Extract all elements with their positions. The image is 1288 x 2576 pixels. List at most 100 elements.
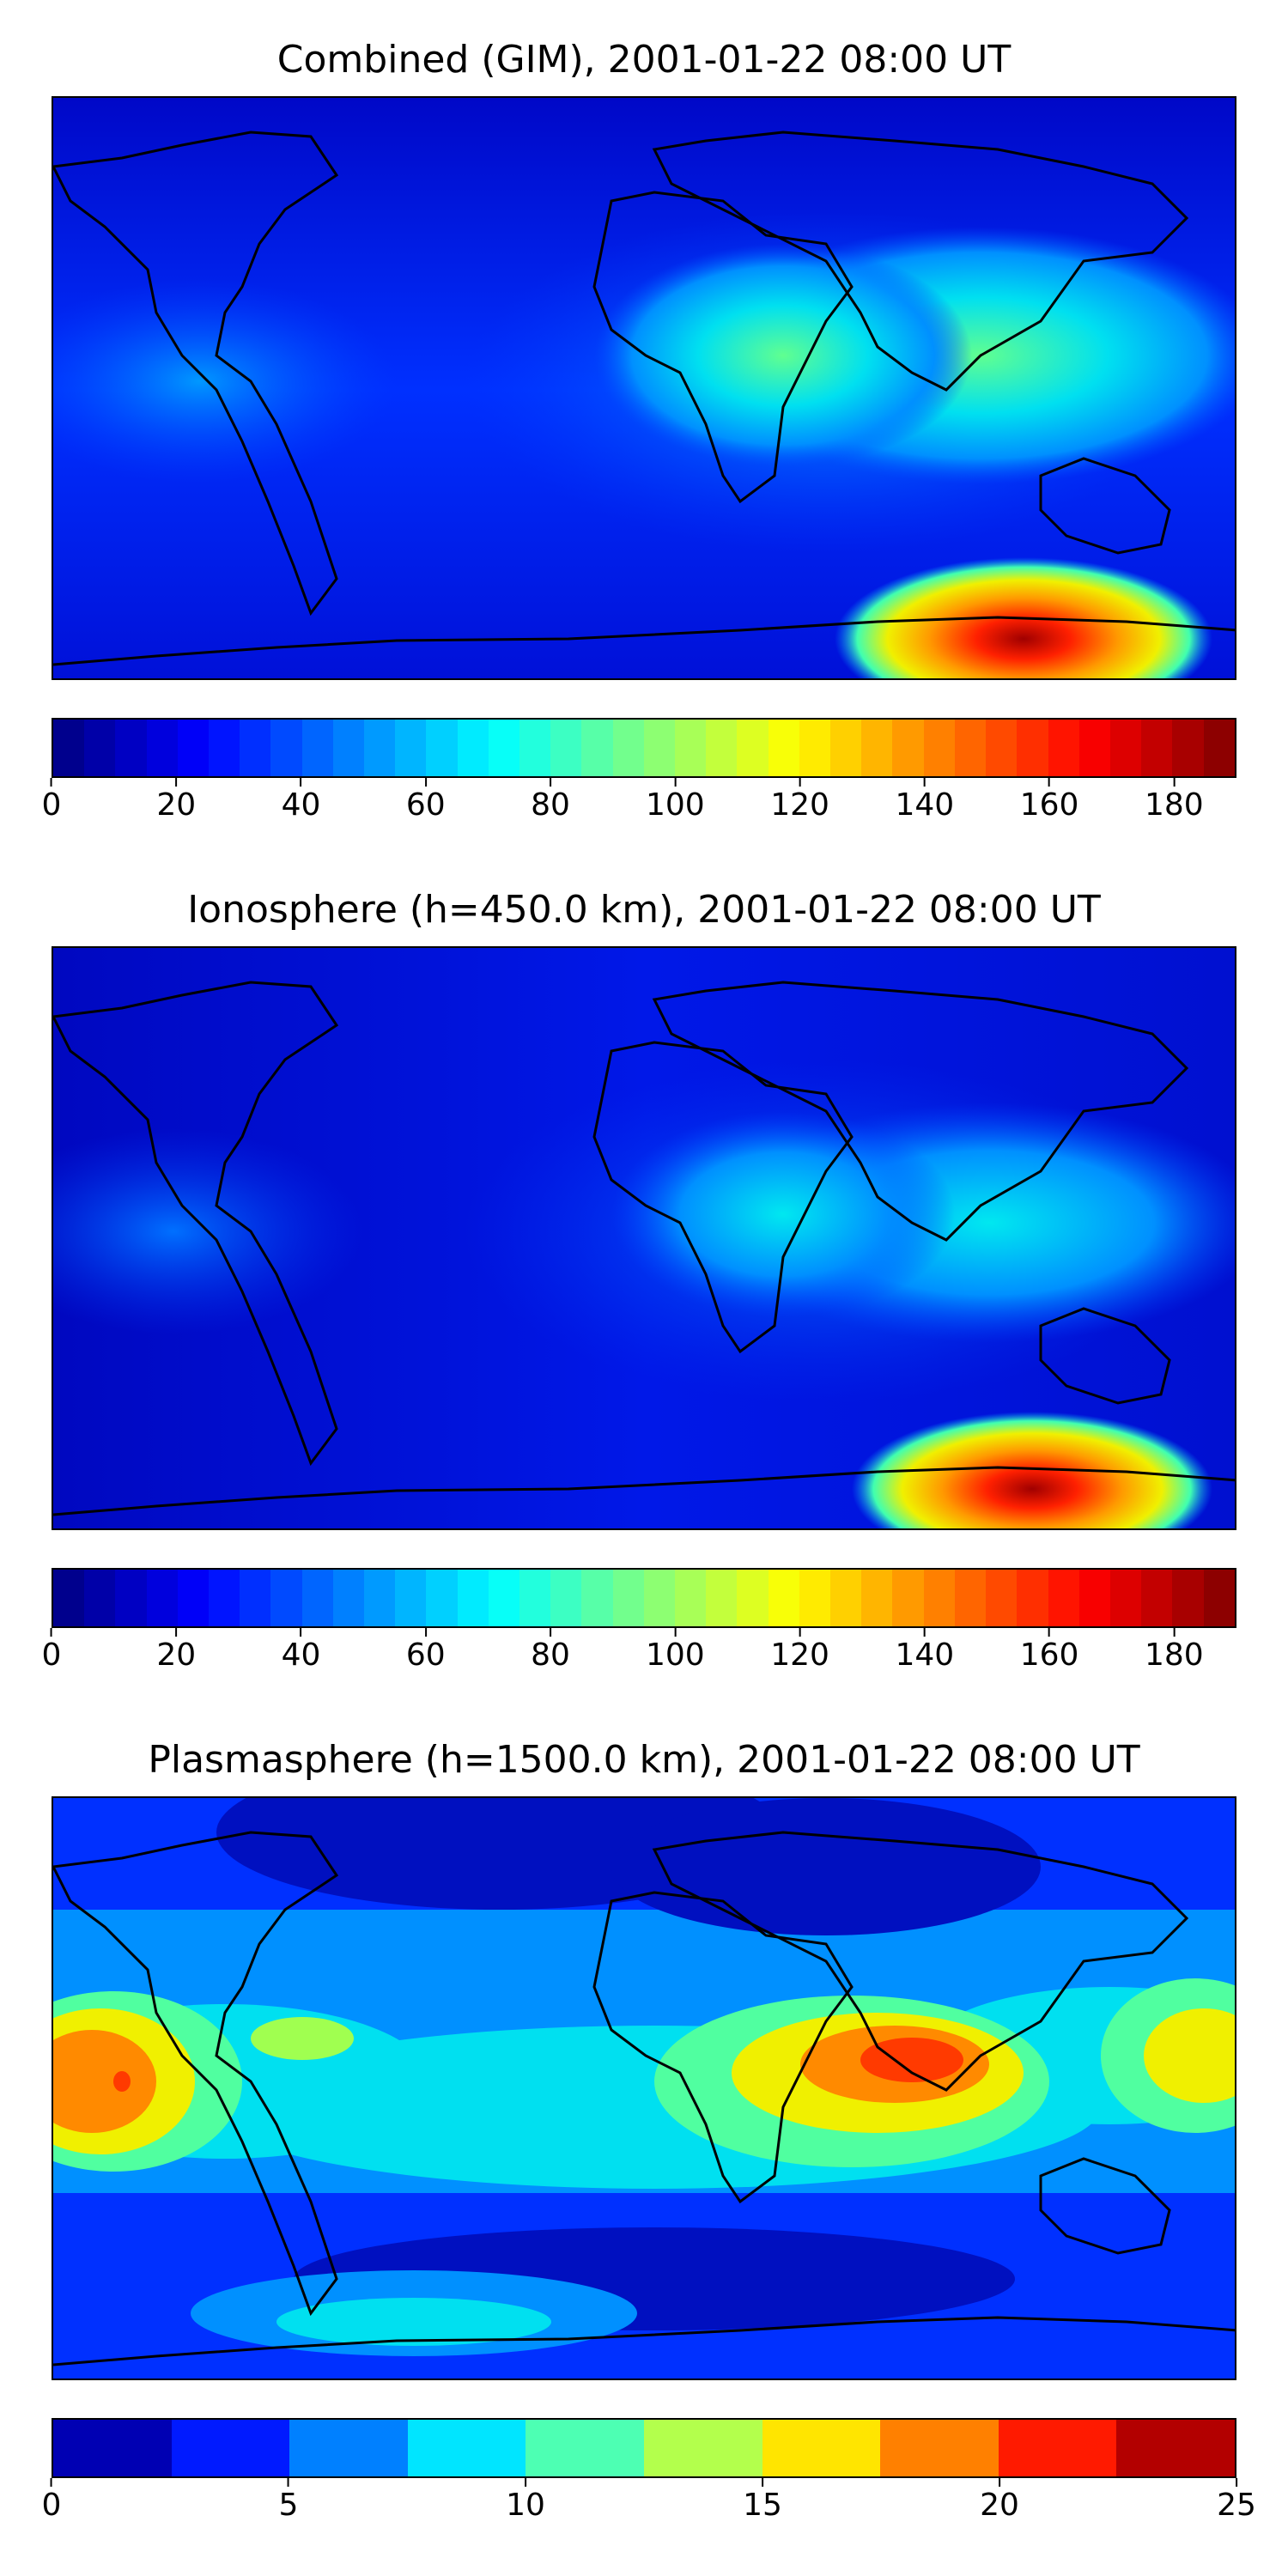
colorbar-segment (986, 720, 1018, 776)
colorbar-tick: 120 (770, 778, 829, 824)
colorbar-segment (395, 720, 427, 776)
colorbar-segment (1048, 1570, 1079, 1626)
colorbar-segment (1172, 1570, 1204, 1626)
colorbar-tick: 20 (156, 1628, 196, 1674)
colorbar-segment (830, 720, 862, 776)
colorbar-tick: 100 (646, 778, 705, 824)
colorbar-segment (954, 720, 987, 776)
colorbar-segment (643, 2420, 762, 2476)
colorbar-segment (519, 720, 551, 776)
colorbar-segment (768, 720, 799, 776)
colorbar-tick: 180 (1145, 778, 1204, 824)
panel-title-combined: Combined (GIM), 2001-01-22 08:00 UT (276, 38, 1012, 82)
colorbar-tick-label: 100 (645, 787, 705, 823)
colorbar-segment (643, 1570, 676, 1626)
colorbar-tick: 20 (980, 2478, 1019, 2524)
colorbar-segment (737, 720, 769, 776)
colorbar-tick: 140 (895, 1628, 954, 1674)
colorbar-tick-label: 60 (405, 787, 446, 823)
colorbar-tick-label: 10 (506, 2488, 545, 2523)
colorbar-tick-label: 20 (980, 2488, 1019, 2523)
colorbar-segment (986, 1570, 1018, 1626)
colorbar-tick: 140 (895, 778, 954, 824)
colorbar-segment (53, 1570, 85, 1626)
colorbar-segment (209, 720, 240, 776)
colorbar-segment (706, 1570, 738, 1626)
colorbar-segment (270, 720, 302, 776)
colorbar-segment (115, 1570, 147, 1626)
colorbar-tick-label: 160 (1019, 1637, 1079, 1673)
map-combined (52, 96, 1236, 680)
colorbar-tick-label: 0 (41, 2488, 62, 2523)
colorbar-segment (737, 1570, 769, 1626)
colorbar-tick-label: 15 (743, 2488, 782, 2523)
colorbar-segment (426, 1570, 458, 1626)
colorbar-segment (301, 720, 333, 776)
colorbar-segment (1109, 1570, 1142, 1626)
colorbar-segment (1141, 720, 1173, 776)
colorbar-tick: 160 (1019, 1628, 1079, 1674)
colorbar-segment (768, 1570, 799, 1626)
colorbar-ticks-plasmasphere: 0 5 10 15 20 25 (42, 2478, 1256, 2530)
colorbar-segment (53, 2420, 172, 2476)
colorbar-segment (84, 1570, 116, 1626)
colorbar-tick: 10 (506, 2478, 545, 2524)
colorbar-segment (171, 2420, 290, 2476)
colorbar-segment (954, 1570, 987, 1626)
colorbar-tick: 0 (41, 778, 62, 824)
colorbar-segment (799, 1570, 831, 1626)
colorbar-segment (301, 1570, 333, 1626)
colorbar-segment (1203, 1570, 1235, 1626)
colorbar-segment (861, 1570, 893, 1626)
colorbar-ticks-combined: 0 20 40 60 80 100 120 140 160 180 (42, 778, 1236, 829)
colorbar-segment (177, 720, 210, 776)
colorbar-tick-label: 160 (1019, 787, 1079, 823)
colorbar-segment (581, 720, 613, 776)
colorbar-segment (923, 1570, 955, 1626)
colorbar-segment (892, 720, 924, 776)
colorbar-segment (880, 2420, 999, 2476)
colorbar-segment (550, 1570, 582, 1626)
colorbar-tick-label: 0 (41, 1637, 62, 1673)
colorbar-segment (209, 1570, 240, 1626)
colorbar-tick-label: 100 (645, 1637, 705, 1673)
colorbar-tick: 40 (282, 778, 320, 824)
colorbar-tick: 25 (1217, 2478, 1256, 2524)
colorbar-tick: 0 (41, 2478, 62, 2524)
colorbar-segment (457, 720, 489, 776)
colorbar-tick: 80 (531, 1628, 570, 1674)
panel-title-plasmasphere: Plasmasphere (h=1500.0 km), 2001-01-22 0… (148, 1738, 1140, 1782)
colorbar-plasmasphere (52, 2418, 1236, 2478)
colorbar-tick: 60 (406, 778, 446, 824)
colorbar-segment (581, 1570, 613, 1626)
colorbar-segment (488, 720, 520, 776)
colorbar-segment (1172, 720, 1204, 776)
colorbar-tick: 15 (743, 2478, 782, 2524)
colorbar-tick-label: 140 (895, 787, 955, 823)
colorbar-segment (675, 1570, 707, 1626)
colorbar-tick-label: 40 (281, 1637, 321, 1673)
colorbar-tick-label: 80 (531, 1637, 570, 1673)
colorbar-tick-label: 0 (41, 787, 62, 823)
colorbar-segment (332, 720, 365, 776)
colorbar-segment (675, 720, 707, 776)
colorbar-segment (395, 1570, 427, 1626)
colorbar-tick: 80 (531, 778, 570, 824)
colorbar-segment (526, 2420, 644, 2476)
colorbar-segment (1017, 720, 1048, 776)
colorbar-tick-label: 60 (405, 1637, 446, 1673)
colorbar-tick-label: 180 (1145, 1637, 1204, 1673)
colorbar-tick-label: 120 (770, 787, 829, 823)
colorbar-tick-label: 25 (1217, 2488, 1256, 2523)
colorbar-segment (407, 2420, 526, 2476)
colorbar-segment (830, 1570, 862, 1626)
map-plasmasphere (52, 1796, 1236, 2380)
colorbar-segment (1048, 720, 1079, 776)
colorbar-tick: 5 (279, 2478, 298, 2524)
colorbar-segment (240, 1570, 271, 1626)
colorbar-segment (762, 2420, 881, 2476)
colorbar-ticks-ionosphere: 0 20 40 60 80 100 120 140 160 180 (42, 1628, 1236, 1680)
colorbar-segment (84, 720, 116, 776)
colorbar-tick: 60 (406, 1628, 446, 1674)
colorbar-segment (1116, 2420, 1235, 2476)
